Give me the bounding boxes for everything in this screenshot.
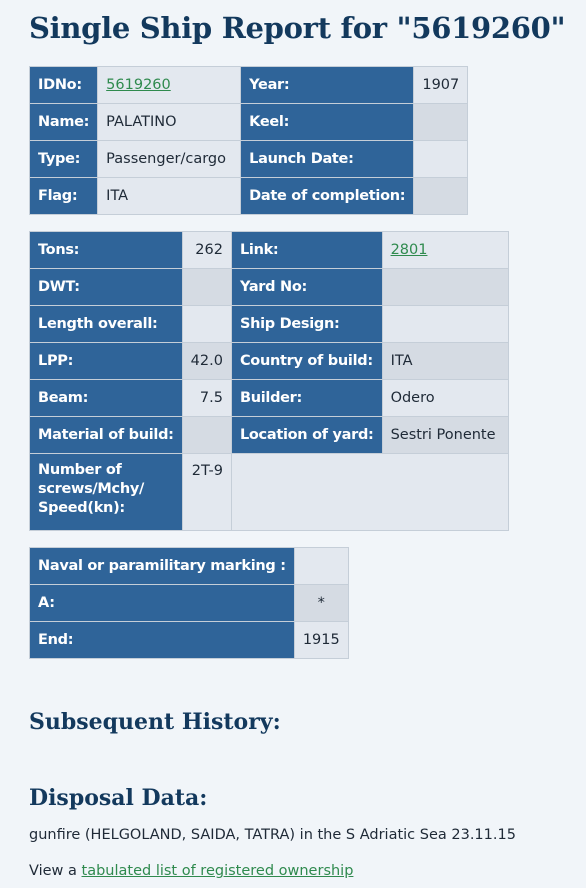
table-row: Flag: ITA Date of completion: (28, 177, 469, 215)
identity-table: IDNo: 5619260 Year: 1907 Name: PALATINO … (28, 66, 469, 215)
a-value: * (293, 584, 349, 622)
empty-cell (230, 453, 509, 531)
material-value (181, 416, 232, 454)
table-row: Name: PALATINO Keel: (28, 103, 469, 141)
ownership-line: View a tabulated list of registered owne… (29, 861, 557, 881)
completion-date-label: Date of completion: (240, 177, 415, 215)
table-row: Number of screws/Mchy/ Speed(kn): 2T-9 (29, 453, 509, 531)
disposal-data-heading: Disposal Data: (29, 785, 208, 811)
naval-marking-label: Naval or paramilitary marking : (29, 547, 295, 585)
builder-label: Builder: (230, 379, 383, 417)
page-title: Single Ship Report for "5619260" (29, 11, 566, 45)
material-label: Material of build: (29, 416, 183, 454)
beam-value: 7.5 (181, 379, 232, 417)
a-label: A: (29, 584, 295, 622)
idno-link[interactable]: 5619260 (106, 77, 171, 93)
beam-label: Beam: (29, 379, 183, 417)
country-of-build-value: ITA (381, 342, 509, 380)
tons-value: 262 (181, 231, 232, 269)
location-of-yard-value: Sestri Ponente (381, 416, 509, 454)
tons-label: Tons: (29, 231, 183, 269)
name-label: Name: (28, 103, 99, 141)
end-value: 1915 (293, 621, 349, 659)
table-row: LPP: 42.0 Country of build: ITA (29, 342, 509, 380)
completion-date-value (413, 177, 469, 215)
idno-label: IDNo: (28, 66, 99, 104)
location-of-yard-label: Location of yard: (230, 416, 383, 454)
country-of-build-label: Country of build: (230, 342, 383, 380)
subsequent-history-heading: Subsequent History: (29, 709, 281, 735)
table-row: Type: Passenger/cargo Launch Date: (28, 140, 469, 178)
length-overall-value (181, 305, 232, 343)
disposal-text: gunfire (HELGOLAND, SAIDA, TATRA) in the… (29, 827, 516, 843)
ship-design-label: Ship Design: (230, 305, 383, 343)
table-row: Naval or paramilitary marking : (29, 547, 349, 585)
view-prefix: View a (29, 863, 82, 879)
table-row: Tons: 262 Link: 2801 (29, 231, 509, 269)
year-label: Year: (240, 66, 415, 104)
builder-value: Odero (381, 379, 509, 417)
table-row: DWT: Yard No: (29, 268, 509, 306)
type-label: Type: (28, 140, 99, 178)
length-overall-label: Length overall: (29, 305, 183, 343)
screws-value: 2T-9 (181, 453, 232, 531)
dwt-value (181, 268, 232, 306)
flag-value: ITA (97, 177, 242, 215)
ownership-list-link[interactable]: tabulated list of registered ownership (81, 863, 354, 879)
year-value: 1907 (413, 66, 469, 104)
table-row: IDNo: 5619260 Year: 1907 (28, 66, 469, 104)
marking-table: Naval or paramilitary marking : A: * End… (29, 547, 349, 659)
link-value-link[interactable]: 2801 (390, 242, 428, 258)
type-value: Passenger/cargo (97, 140, 242, 178)
ship-design-value (381, 305, 509, 343)
table-row: Length overall: Ship Design: (29, 305, 509, 343)
keel-label: Keel: (240, 103, 415, 141)
yard-no-value (381, 268, 509, 306)
lpp-value: 42.0 (181, 342, 232, 380)
name-value: PALATINO (97, 103, 242, 141)
end-label: End: (29, 621, 295, 659)
table-row: Material of build: Location of yard: Ses… (29, 416, 509, 454)
launch-date-label: Launch Date: (240, 140, 415, 178)
table-row: End: 1915 (29, 621, 349, 659)
table-row: A: * (29, 584, 349, 622)
naval-marking-value (293, 547, 349, 585)
yard-no-label: Yard No: (230, 268, 383, 306)
dimensions-table: Tons: 262 Link: 2801 DWT: Yard No: Lengt… (29, 231, 509, 531)
screws-label: Number of screws/Mchy/ Speed(kn): (29, 453, 183, 531)
launch-date-value (413, 140, 469, 178)
lpp-label: LPP: (29, 342, 183, 380)
dwt-label: DWT: (29, 268, 183, 306)
flag-label: Flag: (28, 177, 99, 215)
keel-value (413, 103, 469, 141)
link-label: Link: (230, 231, 383, 269)
table-row: Beam: 7.5 Builder: Odero (29, 379, 509, 417)
